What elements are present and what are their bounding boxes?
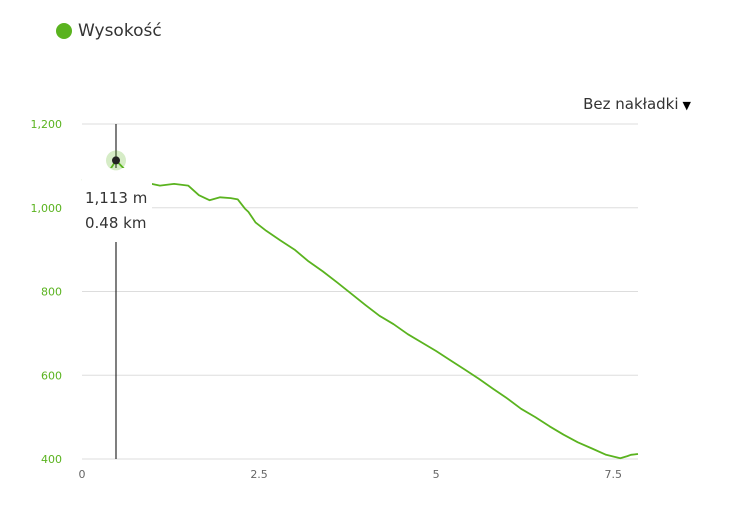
- x-tick-label: 2.5: [250, 468, 268, 481]
- y-tick-label: 600: [41, 369, 62, 382]
- x-tick-label: 5: [433, 468, 440, 481]
- tooltip-background: [81, 168, 152, 242]
- overlay-dropdown[interactable]: Bez nakładki ▼: [583, 95, 691, 113]
- caret-down-icon: ▼: [682, 99, 691, 112]
- y-tick-label: 800: [41, 286, 62, 299]
- grid-lines: [82, 123, 638, 460]
- x-axis-ticks: 0 2.5 5 7.5: [79, 468, 622, 481]
- hover-marker-point: [111, 156, 120, 165]
- tooltip-distance: 0.48 km: [85, 214, 146, 232]
- legend-label: Wysokość: [78, 21, 162, 41]
- series-group: [81, 159, 639, 460]
- y-tick-label: 400: [41, 453, 62, 466]
- y-tick-label: 1,200: [31, 118, 63, 131]
- series-line-elevation: [81, 159, 639, 460]
- y-tick-label: 1,000: [31, 202, 63, 215]
- legend-item-elevation[interactable]: Wysokość: [56, 21, 162, 41]
- x-tick-label: 0: [79, 468, 86, 481]
- tooltip-elevation: 1,113 m: [85, 189, 147, 207]
- legend-color-dot: [56, 23, 72, 39]
- overlay-dropdown-label: Bez nakładki: [583, 95, 679, 113]
- y-axis-ticks: 400 600 800 1,000 1,200: [31, 118, 63, 466]
- x-tick-label: 7.5: [604, 468, 622, 481]
